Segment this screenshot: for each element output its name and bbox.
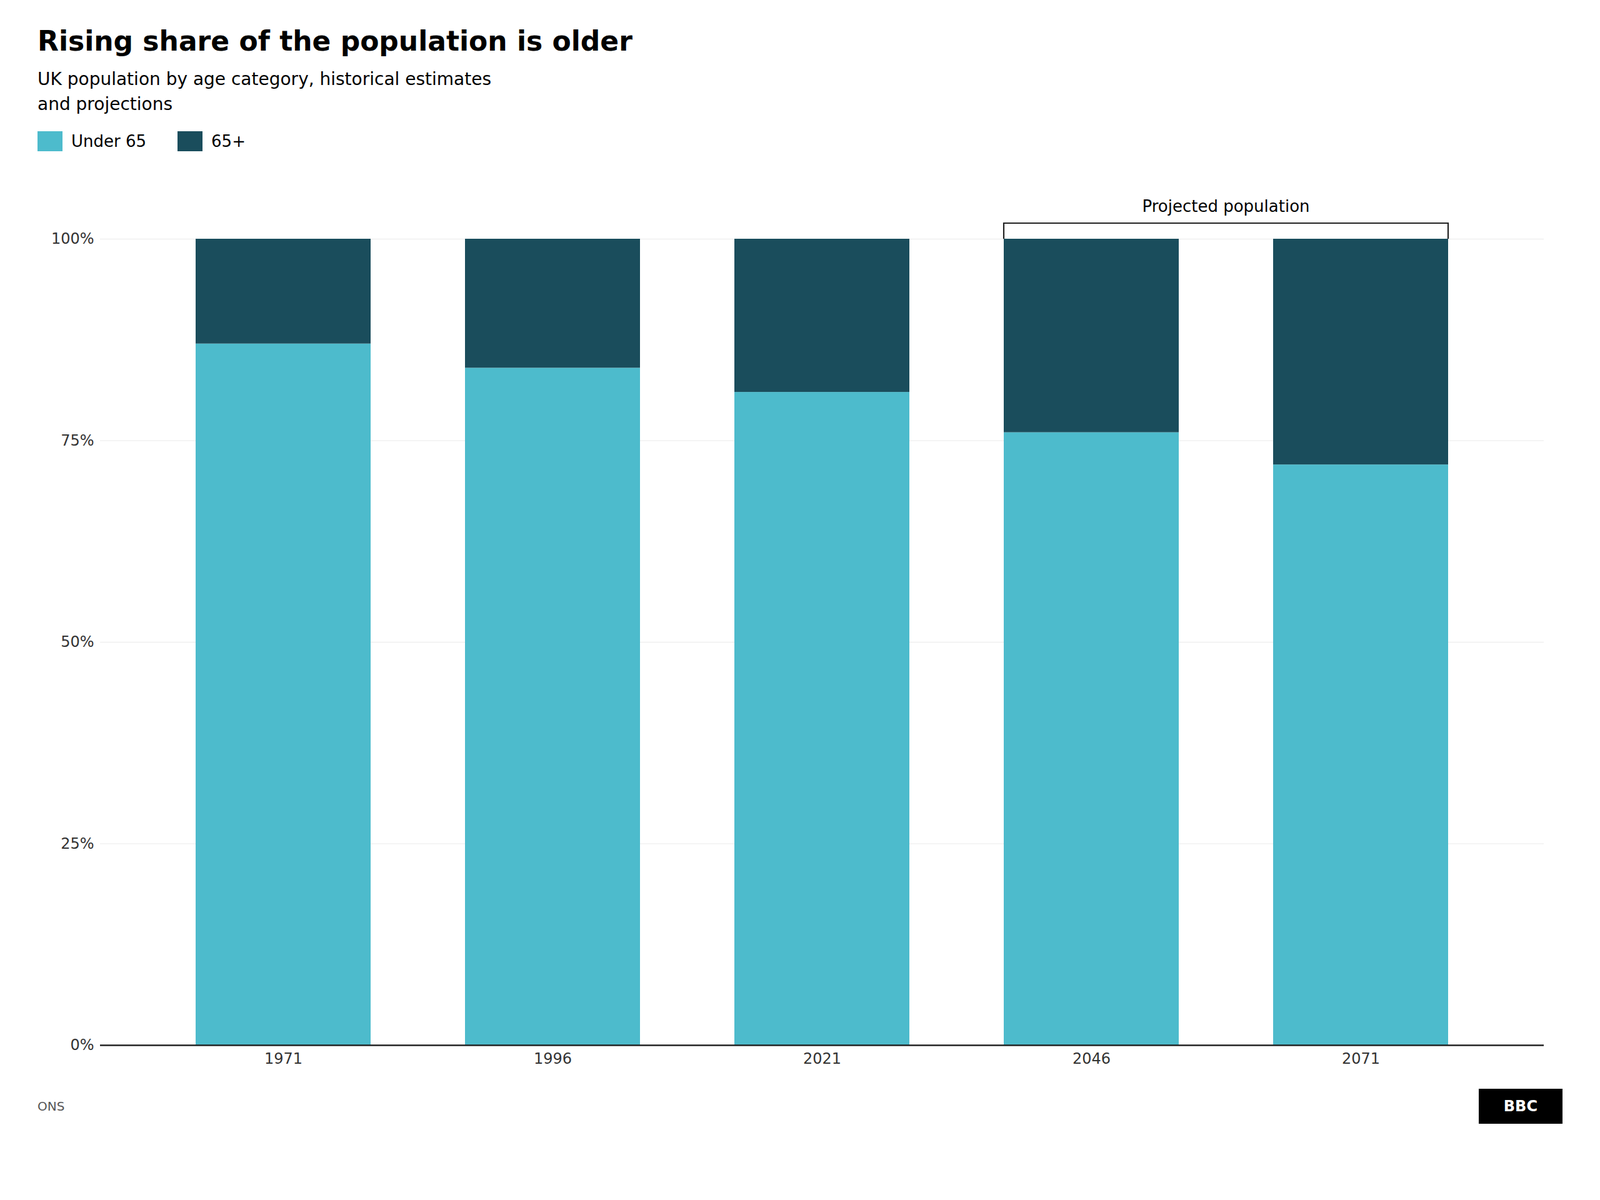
svg-text:0%: 0% [70,1036,94,1054]
html-text:UK population by age category,: UK population by age category, historica… [37,68,492,115]
html-text:Under 65: Under 65 [71,131,147,151]
svg-text:75%: 75% [60,431,94,450]
svg-text:100%: 100% [51,230,95,248]
svg-text:2071: 2071 [1341,1050,1380,1068]
svg-text:2046: 2046 [1072,1050,1111,1068]
svg-text:1996: 1996 [533,1050,572,1068]
svg-text:25%: 25% [60,835,94,853]
html-text:ONS: ONS [37,1098,65,1114]
html-text:BBC: BBC [1503,1097,1538,1115]
svg-text:2021: 2021 [803,1050,842,1068]
svg-text:1971: 1971 [264,1050,303,1068]
svg-text:Projected population: Projected population [1141,196,1310,216]
html-text:65+: 65+ [211,131,246,151]
html-text:Rising share of the population: Rising share of the population is older [37,25,633,57]
svg-text:50%: 50% [60,633,94,651]
